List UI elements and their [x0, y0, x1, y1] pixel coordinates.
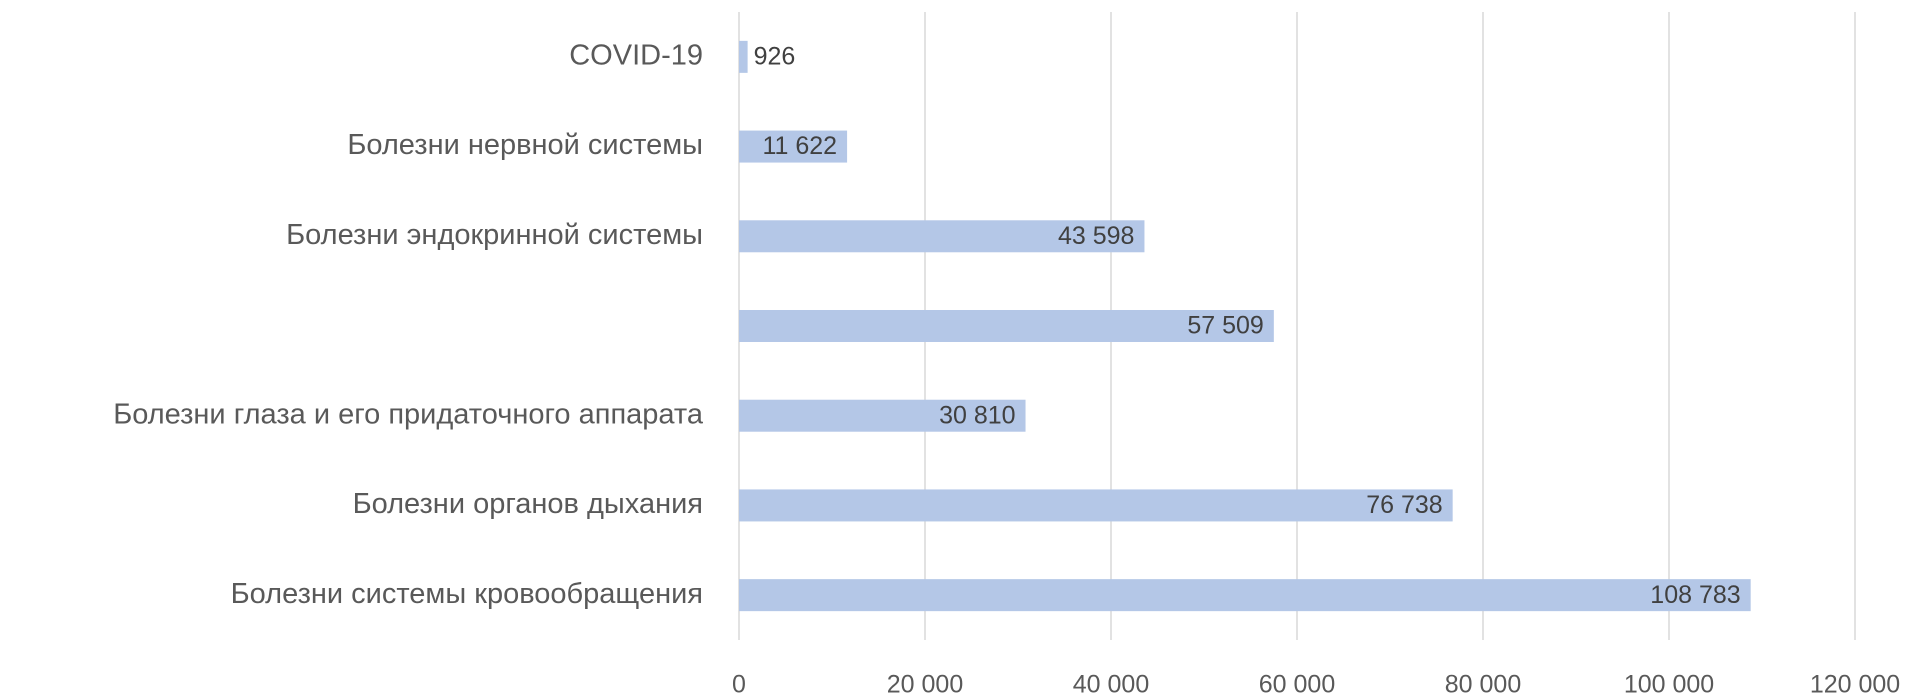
bar: [739, 40, 748, 73]
bar: [739, 220, 1145, 253]
data-label: 57 509: [1187, 312, 1263, 340]
y-tick-label: COVID-19: [569, 40, 703, 72]
y-tick-label: Болезни органов дыхания: [353, 488, 703, 520]
y-tick-label: Болезни эндокринной системы: [286, 219, 703, 251]
bar: [739, 130, 848, 163]
x-tick-label: 100 000: [1624, 671, 1714, 699]
data-label: 43 598: [1058, 222, 1134, 250]
bar: [739, 399, 1026, 432]
bar: [739, 579, 1751, 612]
x-tick-label: 120 000: [1810, 671, 1900, 699]
y-tick-label: Болезни глаза и его придаточного аппарат…: [113, 398, 704, 430]
bar: [739, 310, 1274, 342]
x-tick-label: 0: [732, 671, 746, 699]
x-tick-label: 80 000: [1445, 671, 1521, 699]
bar: [739, 489, 1453, 522]
x-tick-label: 40 000: [1073, 671, 1149, 699]
x-tick-label: 20 000: [887, 671, 963, 699]
data-label: 30 810: [939, 401, 1015, 429]
data-label: 11 622: [762, 132, 837, 160]
y-tick-label: Болезни нервной системы: [347, 129, 703, 161]
data-label: 76 738: [1366, 491, 1442, 519]
x-tick-label: 60 000: [1259, 671, 1335, 699]
y-tick-label: Болезни системы кровообращения: [231, 578, 703, 610]
data-label: 108 783: [1650, 581, 1740, 609]
data-label: 926: [754, 42, 796, 70]
